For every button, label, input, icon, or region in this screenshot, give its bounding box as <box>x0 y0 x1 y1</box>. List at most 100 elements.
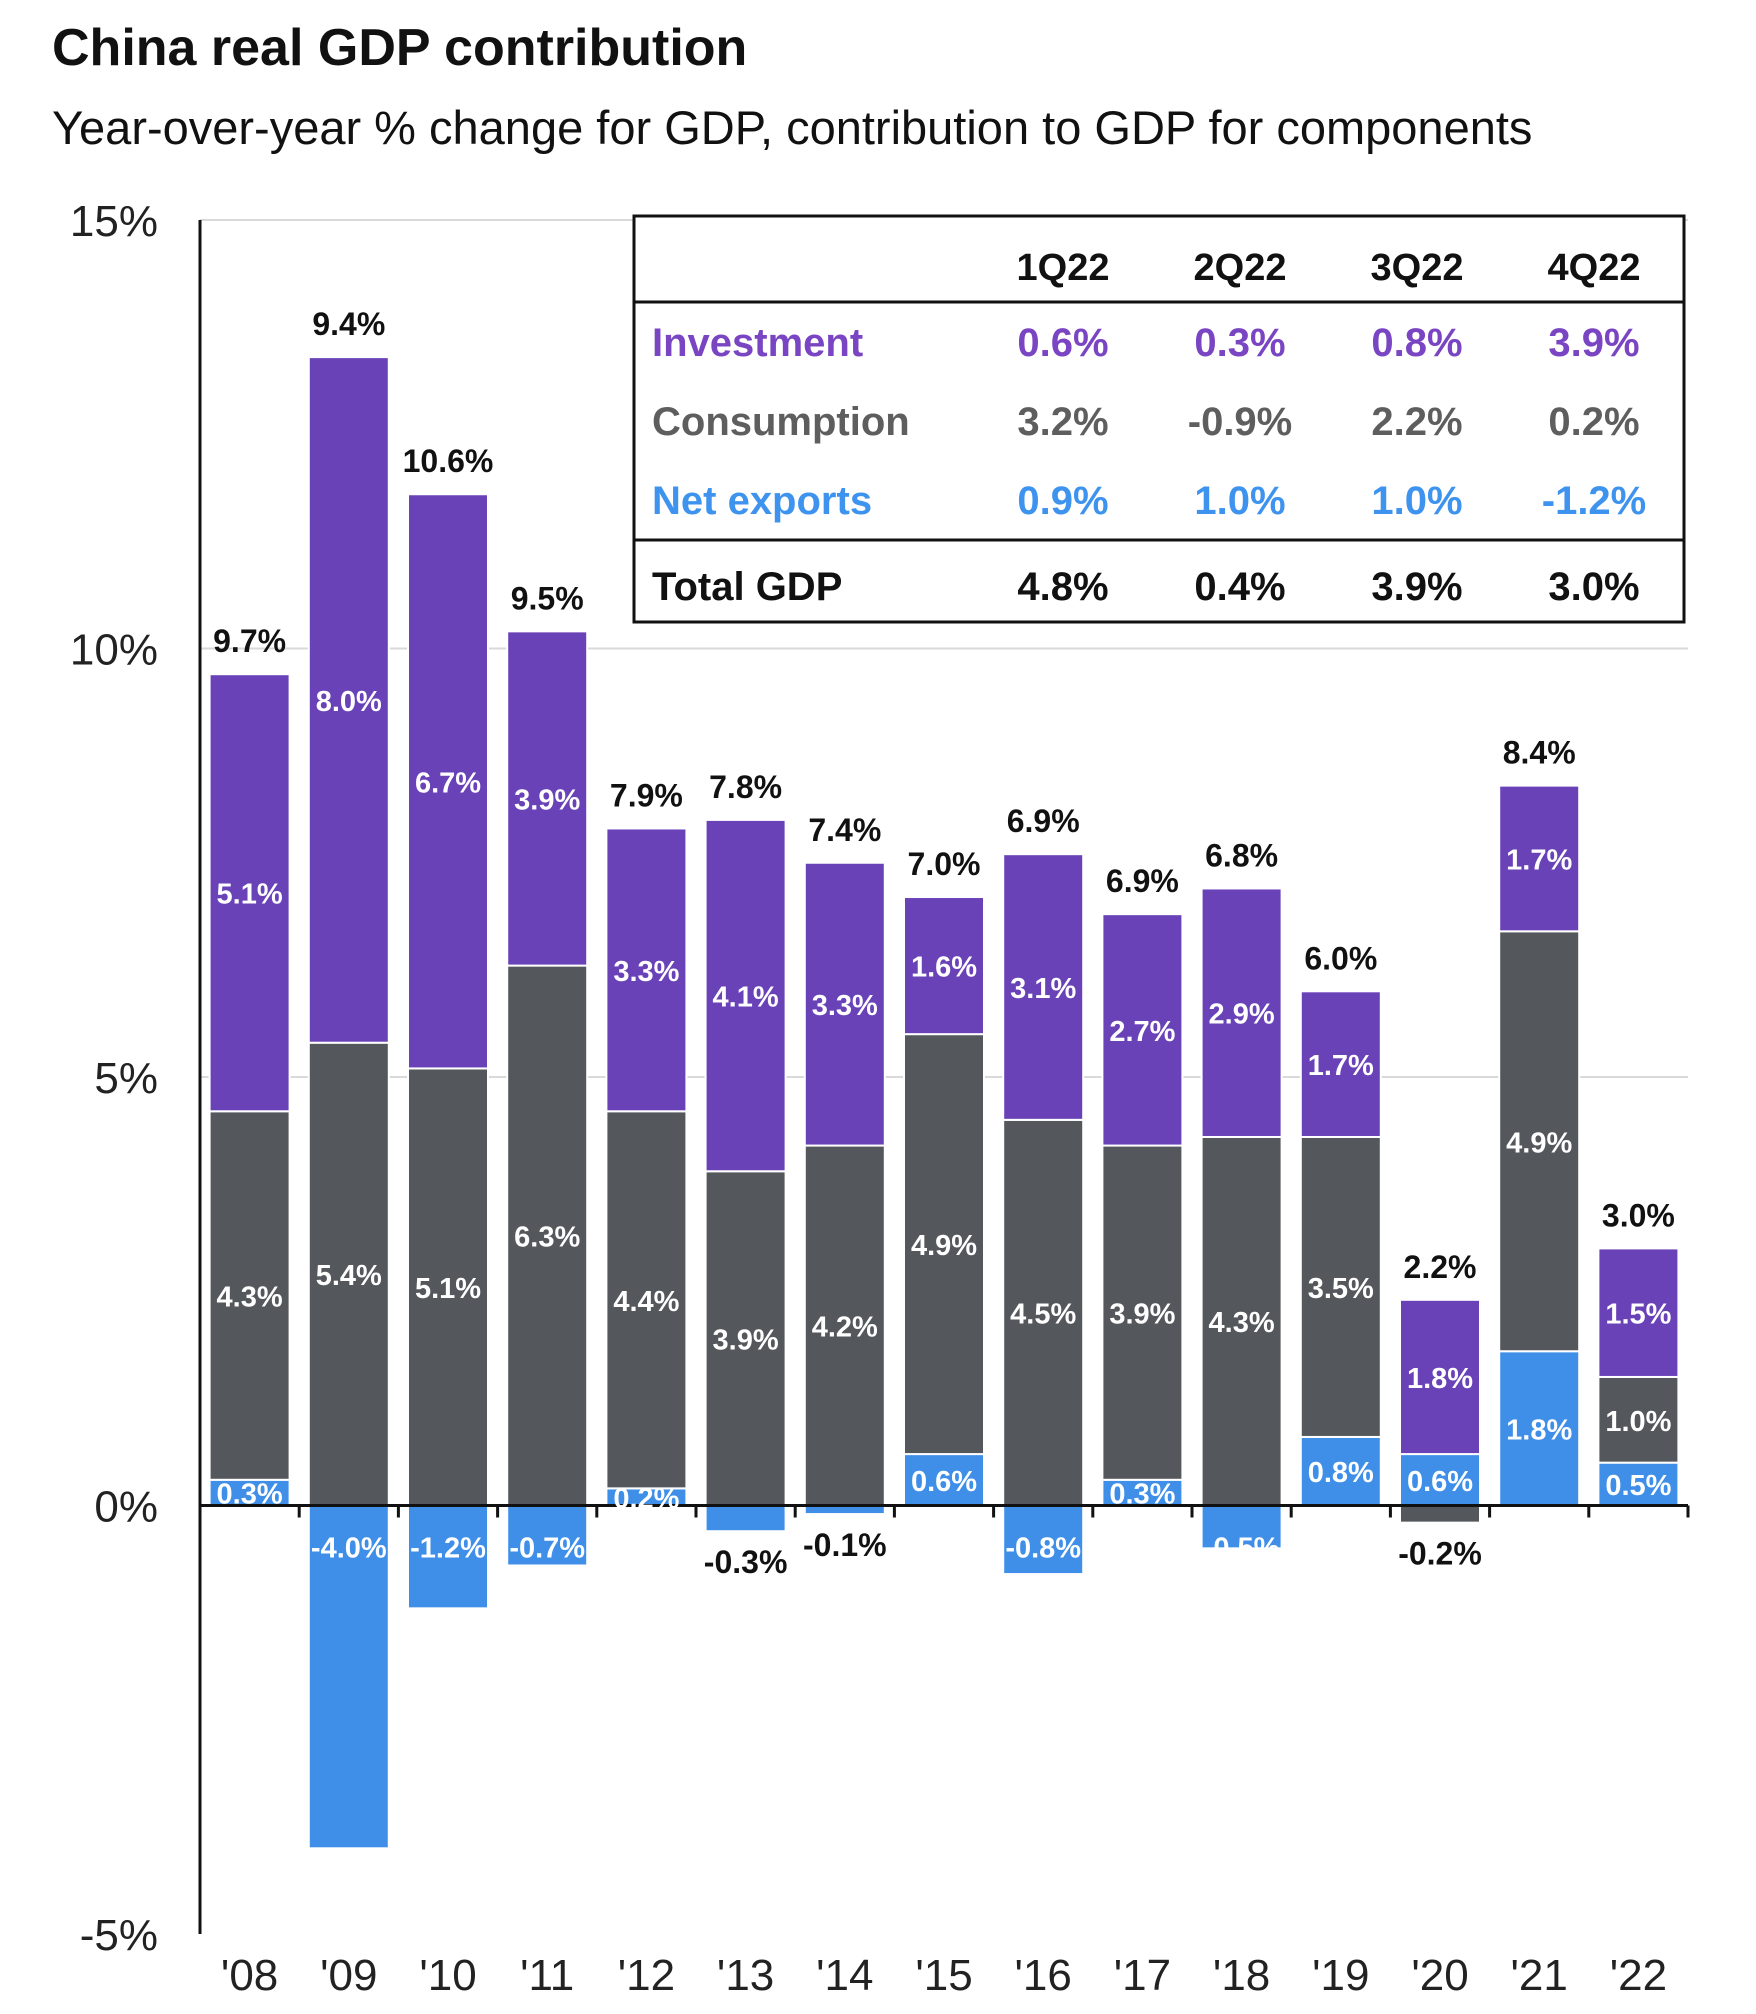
segment-label: 2.9% <box>1209 999 1275 1031</box>
bar-investment <box>1299 990 1382 1138</box>
segment-label: -0.3% <box>704 1544 788 1580</box>
bar-consumption <box>704 1170 787 1507</box>
segment-label: -0.5% <box>1204 1533 1280 1565</box>
x-tick-label: '10 <box>419 1951 476 2000</box>
segment-label: 1.7% <box>1506 844 1572 876</box>
bar-consumption <box>1399 1504 1481 1524</box>
segment-label: -4.0% <box>311 1533 387 1565</box>
table-cell: 3.2% <box>1017 400 1108 444</box>
segment-label: 0.8% <box>1308 1457 1374 1489</box>
total-gdp-label: 6.9% <box>1106 863 1179 899</box>
total-gdp-label: 10.6% <box>403 443 494 479</box>
table-cell: 0.8% <box>1371 321 1462 365</box>
segment-label: -1.2% <box>410 1533 486 1565</box>
segment-label: 3.3% <box>613 956 679 988</box>
table-row-label: Net exports <box>652 479 872 523</box>
bar-consumption <box>1299 1135 1382 1438</box>
bar-net-exports <box>1299 1435 1382 1507</box>
bar-net-exports <box>903 1453 985 1507</box>
bar-net-exports <box>307 1504 390 1850</box>
segment-label: 6.3% <box>514 1222 580 1254</box>
axes: 15% 10% 5% 0% -5% '08 '09 '10 '11 '12 '13 '14 '15 '16… <box>70 197 1690 2000</box>
bar-investment <box>1101 913 1184 1147</box>
bar-investment <box>1200 887 1283 1138</box>
bar-investment <box>1399 1298 1481 1456</box>
bar-investment <box>208 673 291 1113</box>
bar-consumption <box>208 1110 291 1481</box>
y-tick-label: -5% <box>80 1911 158 1960</box>
bar-consumption <box>1101 1144 1184 1481</box>
table-cell: -1.2% <box>1542 479 1647 523</box>
segment-label: 4.2% <box>812 1312 878 1344</box>
table-total-cell: 3.9% <box>1371 565 1462 609</box>
segment-label: 1.5% <box>1605 1299 1671 1331</box>
segment-label: 2.7% <box>1109 1016 1175 1048</box>
y-tick-label: 10% <box>70 626 158 675</box>
segment-label: 4.3% <box>1209 1307 1275 1339</box>
bar-net-exports <box>704 1504 787 1533</box>
bar-consumption <box>1002 1118 1085 1507</box>
bar-investment <box>1498 784 1581 933</box>
segment-label: -0.8% <box>1005 1533 1081 1565</box>
bar-investment <box>1597 1247 1680 1378</box>
x-tick-label: '19 <box>1312 1951 1369 2000</box>
segment-label: 5.1% <box>217 879 283 911</box>
segment-label: 1.8% <box>1407 1363 1473 1395</box>
segment-label: 5.1% <box>415 1273 481 1305</box>
bar-investment <box>407 493 489 1070</box>
segment-label: 4.3% <box>217 1282 283 1314</box>
bar-investment <box>506 630 589 967</box>
bar-investment <box>1002 853 1085 1121</box>
segment-label: 1.6% <box>911 952 977 984</box>
segment-label: -0.7% <box>509 1533 585 1565</box>
table-cell: -0.9% <box>1188 400 1293 444</box>
segment-label: 3.5% <box>1308 1273 1374 1305</box>
x-tick-label: '15 <box>915 1951 972 2000</box>
segment-label: 0.6% <box>911 1466 977 1498</box>
table-cell: 1.0% <box>1194 479 1285 523</box>
x-tick-label: '21 <box>1511 1951 1568 2000</box>
bar-consumption <box>1597 1375 1680 1464</box>
bar-consumption <box>407 1067 489 1507</box>
segment-label: 3.9% <box>1109 1299 1175 1331</box>
x-tick-label: '18 <box>1213 1951 1270 2000</box>
segment-label: 4.4% <box>613 1286 679 1318</box>
bar-net-exports <box>506 1504 589 1567</box>
segment-label: 6.7% <box>415 767 481 799</box>
segment-label: 4.9% <box>1506 1127 1572 1159</box>
table-total-cell: 0.4% <box>1194 565 1285 609</box>
total-gdp-label: 3.0% <box>1602 1197 1675 1233</box>
x-tick-label: '09 <box>320 1951 377 2000</box>
segment-label: 5.4% <box>316 1260 382 1292</box>
chart-title: China real GDP contribution <box>52 19 748 77</box>
table-total-label: Total GDP <box>652 565 842 609</box>
total-gdp-label: 6.9% <box>1007 803 1080 839</box>
table-column-header: 1Q22 <box>1017 247 1110 289</box>
table-cell: 0.6% <box>1017 321 1108 365</box>
bar-investment <box>605 827 688 1113</box>
segment-label: 0.2% <box>613 1483 679 1515</box>
total-gdp-label: 7.8% <box>709 769 782 805</box>
total-gdp-label: 2.2% <box>1404 1249 1477 1285</box>
segment-label: 0.6% <box>1407 1466 1473 1498</box>
total-gdp-label: 9.7% <box>213 623 286 659</box>
bar-consumption <box>1498 930 1581 1353</box>
x-tick-label: '14 <box>816 1951 873 2000</box>
chart-subtitle: Year-over-year % change for GDP, contrib… <box>52 101 1533 154</box>
bar-net-exports <box>1002 1504 1085 1576</box>
segment-label: 0.3% <box>1109 1479 1175 1511</box>
bar-consumption <box>803 1144 886 1507</box>
bar-consumption <box>605 1110 688 1490</box>
segment-label: 0.3% <box>217 1479 283 1511</box>
total-gdp-label: 7.4% <box>808 812 881 848</box>
x-tick-label: '20 <box>1411 1951 1468 2000</box>
bar-consumption <box>903 1033 985 1456</box>
y-tick-label: 15% <box>70 197 158 246</box>
segment-label: 3.1% <box>1010 973 1076 1005</box>
table-total-cell: 3.0% <box>1548 565 1639 609</box>
table-column-header: 2Q22 <box>1194 247 1287 289</box>
segment-label: 1.8% <box>1506 1414 1572 1446</box>
table-total-cell: 4.8% <box>1017 565 1108 609</box>
segment-label: 3.3% <box>812 990 878 1022</box>
segment-label: 4.9% <box>911 1230 977 1262</box>
